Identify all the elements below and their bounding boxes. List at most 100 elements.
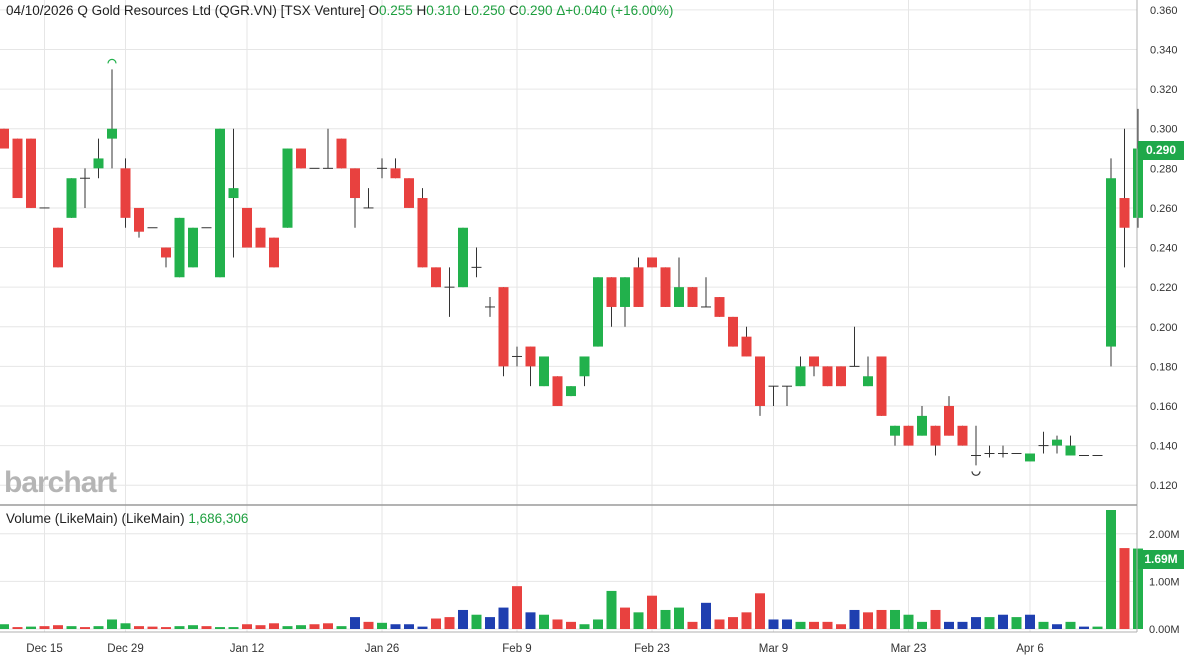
volume-bar (53, 625, 63, 629)
volume-bar (660, 609, 671, 629)
volume-bar (201, 626, 212, 629)
volume-bar (674, 607, 684, 629)
date-tick-label: Jan 26 (365, 643, 400, 655)
tick-labels: 0.120 0.140 0.160 0.180 0.200 0.220 0.240 0.260… (26, 5, 1179, 655)
header-low-label: L (463, 3, 472, 18)
date-tick-label: Dec 15 (26, 643, 62, 655)
chart-header: 04/10/2026 Q Gold Resources Ltd (QGR.VN)… (6, 3, 673, 18)
candle-body (1025, 453, 1035, 462)
volume-bar (795, 621, 806, 629)
candle-body (566, 386, 576, 397)
low-marker (971, 471, 981, 476)
volume-bar (579, 624, 590, 629)
price-tick-label: 0.300 (1150, 124, 1178, 136)
candle-body (552, 376, 563, 406)
candle-body (741, 336, 752, 357)
candle-body (228, 188, 239, 199)
volume-bar (728, 617, 738, 629)
volume-tick-label: 1.00M (1149, 576, 1180, 588)
volume-bar (687, 621, 698, 629)
candle-body (336, 138, 347, 169)
date-tick-label: Apr 6 (1016, 643, 1044, 655)
candle-body (269, 237, 279, 268)
volume-bar (1038, 621, 1049, 629)
candle-body (728, 316, 738, 347)
volume-tick-label: 0.00M (1149, 624, 1180, 636)
volume-bar (363, 621, 374, 629)
volume-bar (0, 624, 9, 629)
volume-bar (390, 624, 401, 629)
volume-bar (296, 625, 306, 629)
volume-bar (606, 590, 617, 629)
header-high-value: 0.310 (426, 3, 461, 18)
volume-bar (404, 624, 414, 629)
price-tick-label: 0.160 (1150, 401, 1178, 413)
volume-bar (215, 627, 225, 629)
price-tick-label: 0.200 (1150, 322, 1178, 334)
candle-body (431, 267, 441, 288)
candle-body (1133, 148, 1143, 218)
volume-bar (566, 621, 576, 629)
volume-bar (417, 626, 428, 629)
candle-body (917, 415, 927, 436)
volume-bar (26, 626, 36, 629)
header-high-label: H (416, 3, 427, 18)
volume-bar (458, 609, 468, 629)
candle-body (0, 128, 9, 149)
volume-bar (512, 586, 522, 629)
volume-bar (1119, 548, 1130, 629)
candle-body (107, 128, 117, 139)
axes (0, 0, 1138, 633)
volume-bar (998, 614, 1008, 629)
volume-bar (755, 593, 765, 629)
candle-body (282, 148, 293, 228)
candle-body (606, 277, 617, 307)
volume-bar (1065, 621, 1076, 629)
barchart-logo: barchart (4, 466, 117, 499)
candle-body (188, 227, 198, 268)
volume-bar (701, 602, 711, 629)
volume-bar (768, 619, 779, 629)
volume-bar (147, 626, 158, 629)
volume-bar (107, 619, 117, 629)
volume-bar (822, 621, 833, 629)
date-tick-label: Mar 9 (759, 643, 788, 655)
volume-bar (66, 626, 77, 629)
candle-body (390, 168, 401, 179)
candle-body (296, 148, 306, 169)
high-marker (107, 58, 117, 64)
volume-bar (876, 609, 887, 629)
last-price-badge: 0.290 (1138, 141, 1184, 160)
volume-bar (323, 623, 333, 629)
volume-header: Volume (LikeMain) (LikeMain) 1,686,306 (6, 511, 248, 526)
volume-bar (944, 621, 954, 629)
price-tick-label: 0.260 (1150, 203, 1178, 215)
volume-bar (309, 624, 320, 629)
candle-body (1052, 439, 1062, 446)
volume-bar (431, 618, 441, 629)
candle-body (255, 227, 266, 248)
volume-bar (552, 619, 563, 629)
price-tick-label: 0.120 (1150, 480, 1178, 492)
volume-bar (93, 626, 104, 629)
price-tick-label: 0.180 (1150, 361, 1178, 373)
candle-body (1065, 445, 1076, 456)
candle-body (1119, 198, 1130, 228)
volume-bar (269, 623, 279, 629)
candle-body (134, 207, 144, 232)
volume-bar (957, 621, 968, 629)
candle-body (876, 356, 887, 416)
candle-body (1106, 178, 1116, 347)
candle-body (417, 198, 428, 268)
header-open-value: 0.255 (378, 3, 413, 18)
candle-body (755, 356, 765, 406)
price-tick-label: 0.140 (1150, 441, 1178, 453)
volume-bar (1079, 626, 1089, 629)
candle-body (674, 287, 684, 307)
candle-body (53, 227, 63, 268)
volume-value: 1,686,306 (188, 511, 249, 526)
header-open-label: O (368, 3, 379, 18)
volume-bar (782, 619, 792, 629)
candle-body (120, 168, 131, 218)
candle-body (822, 366, 833, 387)
